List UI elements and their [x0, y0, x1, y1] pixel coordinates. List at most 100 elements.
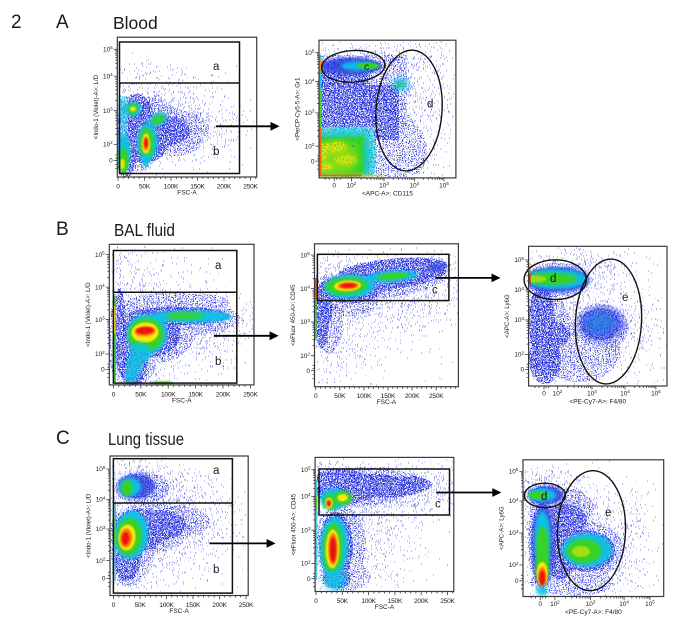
svg-text:50K: 50K: [334, 393, 346, 400]
svg-text:50K: 50K: [135, 602, 147, 609]
svg-text:0: 0: [112, 602, 116, 609]
svg-text:c: c: [364, 61, 369, 73]
svg-text:b: b: [213, 564, 219, 576]
svg-text:105: 105: [96, 465, 106, 473]
svg-text:0: 0: [539, 601, 543, 608]
svg-text:105: 105: [95, 250, 105, 258]
svg-text:<APC-A>: Ly6G: <APC-A>: Ly6G: [499, 506, 506, 550]
svg-text:a: a: [213, 465, 220, 477]
svg-text:FSC-A: FSC-A: [177, 190, 197, 197]
svg-text:0: 0: [314, 598, 318, 605]
svg-text:100K: 100K: [164, 184, 179, 191]
svg-text:0: 0: [515, 578, 519, 585]
svg-text:105: 105: [645, 600, 655, 608]
svg-text:250K: 250K: [429, 393, 444, 400]
svg-text:<PerCP-Cy5-5-A>: Gr1: <PerCP-Cy5-5-A>: Gr1: [295, 77, 302, 141]
svg-text:100K: 100K: [361, 598, 376, 605]
svg-text:102: 102: [301, 559, 311, 567]
svg-text:250K: 250K: [440, 598, 455, 605]
svg-text:200K: 200K: [217, 184, 232, 191]
svg-text:0: 0: [314, 393, 318, 400]
svg-text:102: 102: [347, 181, 357, 189]
svg-text:FSC-A: FSC-A: [169, 608, 189, 615]
svg-text:103: 103: [509, 529, 519, 537]
svg-text:104: 104: [300, 284, 310, 292]
svg-text:e: e: [605, 507, 611, 519]
svg-text:104: 104: [619, 600, 629, 608]
svg-text:0: 0: [101, 367, 105, 374]
svg-text:C: C: [56, 428, 70, 449]
svg-text:105: 105: [305, 49, 315, 57]
svg-text:105: 105: [439, 181, 449, 189]
svg-text:102: 102: [95, 350, 105, 358]
svg-text:0: 0: [102, 576, 106, 583]
svg-text:102: 102: [553, 389, 563, 397]
svg-text:250K: 250K: [239, 602, 254, 609]
svg-text:103: 103: [587, 389, 597, 397]
svg-text:<eFluor 450-A>: CD45: <eFluor 450-A>: CD45: [290, 284, 297, 346]
svg-text:a: a: [213, 61, 220, 73]
svg-text:103: 103: [586, 600, 596, 608]
svg-text:103: 103: [514, 316, 524, 324]
svg-text:100K: 100K: [159, 602, 174, 609]
svg-text:0: 0: [109, 158, 113, 165]
svg-text:FSC-A: FSC-A: [172, 397, 192, 404]
svg-text:250K: 250K: [243, 184, 258, 191]
svg-text:<PE-Cy7-A>: F4/80: <PE-Cy7-A>: F4/80: [565, 609, 622, 616]
svg-text:0: 0: [542, 391, 546, 398]
svg-text:<Indo-1 (Violet)-A>: L/D: <Indo-1 (Violet)-A>: L/D: [86, 493, 93, 558]
svg-text:0: 0: [112, 391, 116, 398]
svg-text:102: 102: [103, 140, 113, 148]
svg-text:Blood: Blood: [113, 13, 158, 33]
svg-text:103: 103: [103, 107, 113, 115]
svg-text:104: 104: [305, 78, 315, 86]
svg-text:c: c: [435, 498, 441, 510]
svg-text:102: 102: [96, 556, 106, 564]
svg-text:150K: 150K: [188, 391, 203, 398]
svg-text:200K: 200K: [212, 602, 227, 609]
svg-text:200K: 200K: [216, 391, 231, 398]
svg-text:104: 104: [301, 492, 311, 500]
svg-text:104: 104: [509, 497, 519, 505]
svg-text:Lung tissue: Lung tissue: [108, 429, 184, 449]
svg-text:2: 2: [11, 12, 22, 33]
svg-text:100K: 100K: [161, 391, 176, 398]
svg-text:0: 0: [307, 576, 311, 583]
svg-text:100K: 100K: [357, 393, 372, 400]
svg-text:103: 103: [301, 526, 311, 534]
svg-text:0: 0: [116, 184, 120, 191]
svg-text:e: e: [622, 292, 628, 304]
svg-text:d: d: [550, 273, 556, 285]
svg-text:BAL fluid: BAL fluid: [114, 220, 175, 240]
svg-text:B: B: [56, 219, 69, 240]
svg-text:d: d: [541, 491, 547, 503]
svg-text:103: 103: [379, 181, 389, 189]
svg-text:103: 103: [95, 316, 105, 324]
svg-text:A: A: [56, 12, 69, 33]
svg-text:250K: 250K: [243, 391, 258, 398]
svg-text:50K: 50K: [135, 391, 147, 398]
svg-text:0: 0: [520, 367, 524, 374]
svg-text:c: c: [432, 285, 438, 297]
svg-text:105: 105: [651, 389, 661, 397]
svg-text:150K: 150K: [190, 184, 205, 191]
svg-text:103: 103: [96, 525, 106, 533]
svg-text:0: 0: [306, 368, 310, 375]
svg-text:102: 102: [514, 350, 524, 358]
svg-text:104: 104: [410, 181, 420, 189]
svg-text:150K: 150K: [388, 598, 403, 605]
svg-text:103: 103: [300, 318, 310, 326]
svg-text:104: 104: [103, 72, 113, 80]
svg-text:104: 104: [95, 283, 105, 291]
svg-text:50K: 50K: [337, 598, 349, 605]
svg-text:105: 105: [300, 251, 310, 259]
svg-text:<eFluor 450-A>: CD45: <eFluor 450-A>: CD45: [291, 493, 298, 555]
svg-text:102: 102: [300, 352, 310, 360]
svg-text:FSC-A: FSC-A: [377, 399, 397, 406]
svg-text:102: 102: [305, 142, 315, 150]
svg-text:103: 103: [305, 109, 315, 117]
svg-text:105: 105: [301, 465, 311, 473]
svg-text:a: a: [215, 260, 222, 272]
svg-text:<Indo-1 (Violet)-A>: L/D: <Indo-1 (Violet)-A>: L/D: [93, 74, 100, 139]
svg-text:0: 0: [311, 158, 315, 165]
